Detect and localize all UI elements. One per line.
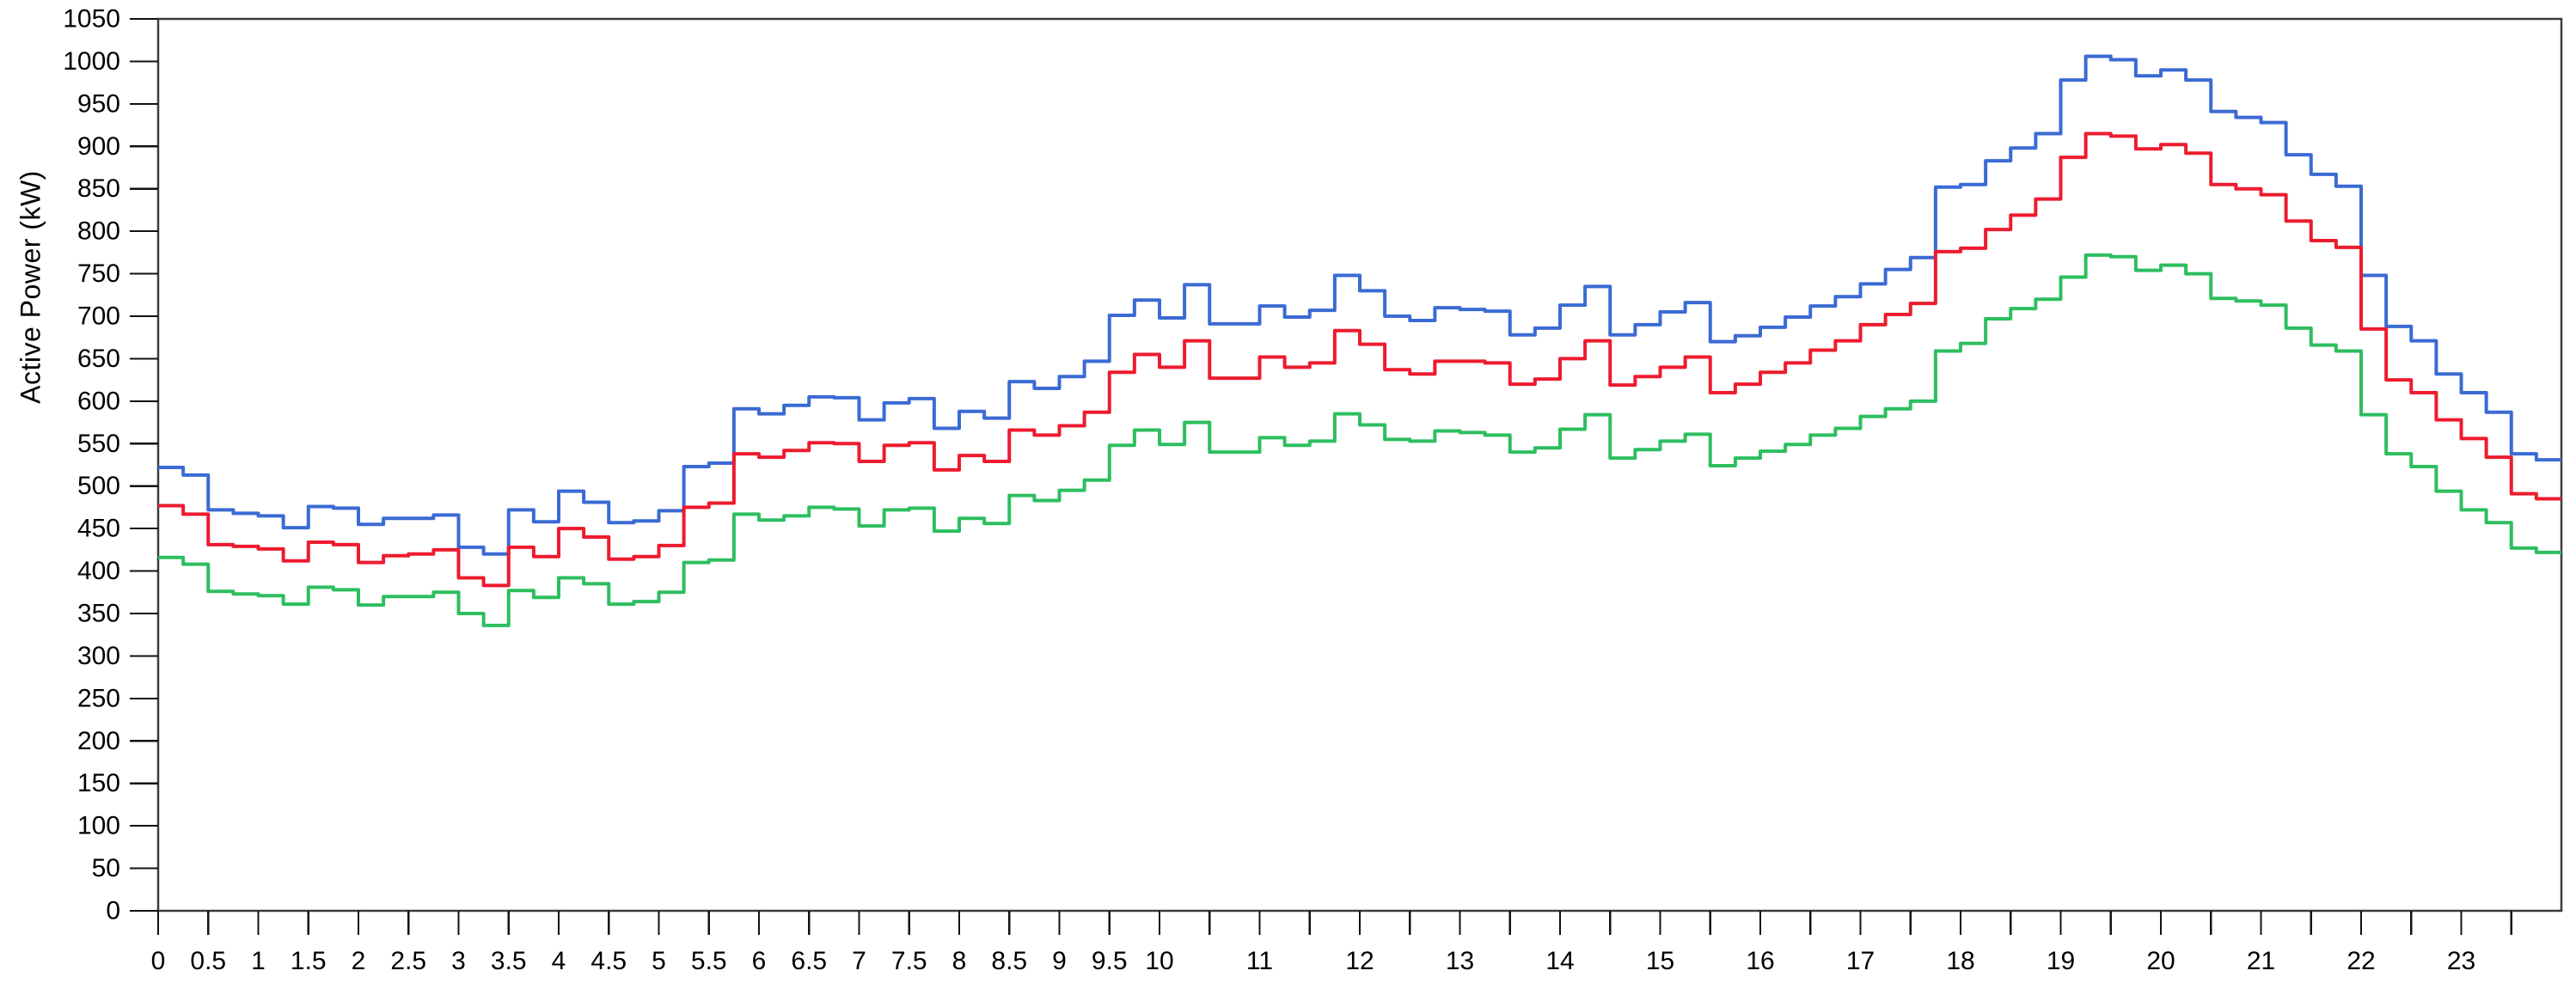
x-axis-tick-label: 2 xyxy=(352,947,366,975)
y-axis-tick-label: 800 xyxy=(77,217,120,246)
x-axis-tick-label: 23 xyxy=(2447,947,2475,975)
x-axis-tick-label: 13 xyxy=(1446,947,1474,975)
x-axis-tick-label: 7 xyxy=(852,947,866,975)
x-axis-tick-label: 1.5 xyxy=(291,947,327,975)
y-axis-tick-label: 150 xyxy=(77,769,120,797)
x-axis-tick-label: 12 xyxy=(1345,947,1374,975)
y-axis-tick-label: 0 xyxy=(106,897,120,925)
y-axis-tick-label: 200 xyxy=(77,727,120,755)
y-axis-tick-label: 100 xyxy=(77,812,120,840)
y-axis-tick-label: 250 xyxy=(77,684,120,712)
series-blue-upper-path xyxy=(158,54,2561,556)
y-axis-tick-label: 500 xyxy=(77,472,120,500)
y-axis-tick-label: 650 xyxy=(77,345,120,373)
x-axis-tick-label: 14 xyxy=(1545,947,1574,975)
x-axis-tick-label: 11 xyxy=(1246,947,1273,975)
x-axis-tick-label: 8.5 xyxy=(991,947,1027,975)
y-axis-tick-label: 700 xyxy=(77,302,120,331)
x-axis-tick-label: 18 xyxy=(1946,947,1974,975)
x-axis-tick-label: 22 xyxy=(2347,947,2375,975)
y-axis-tick-label: 550 xyxy=(77,430,120,458)
series-red-middle-path xyxy=(158,131,2561,588)
x-axis-tick-label: 16 xyxy=(1746,947,1774,975)
y-axis-tick-label: 750 xyxy=(77,259,120,288)
x-axis-tick-label: 9.5 xyxy=(1092,947,1128,975)
x-axis-tick-label: 1 xyxy=(251,947,266,975)
x-axis-tick-label: 6.5 xyxy=(791,947,827,975)
y-axis-tick-label: 850 xyxy=(77,174,120,203)
y-axis-tick-label: 300 xyxy=(77,642,120,670)
series-green-lower-path xyxy=(158,253,2561,627)
y-axis-tick-label: 50 xyxy=(92,854,120,882)
x-axis-tick-label: 2.5 xyxy=(390,947,426,975)
x-axis-tick-label: 0.5 xyxy=(190,947,226,975)
x-axis-tick-label: 3.5 xyxy=(491,947,527,975)
x-axis-tick-label: 17 xyxy=(1846,947,1875,975)
x-axis-tick-label: 21 xyxy=(2247,947,2275,975)
y-axis-tick-label: 600 xyxy=(77,387,120,415)
y-axis-tick-label: 1050 xyxy=(63,5,120,34)
x-axis-tick-label: 0 xyxy=(151,947,166,975)
x-axis-tick-label: 15 xyxy=(1646,947,1674,975)
x-axis-tick-label: 20 xyxy=(2146,947,2175,975)
x-axis-tick-label: 6 xyxy=(752,947,767,975)
y-axis-tick-label: 350 xyxy=(77,600,120,628)
x-axis-tick-label: 10 xyxy=(1145,947,1173,975)
x-axis-tick-label: 7.5 xyxy=(891,947,927,975)
y-axis-tick-label: 400 xyxy=(77,557,120,585)
x-axis-tick-label: 4 xyxy=(552,947,566,975)
x-axis-tick-label: 19 xyxy=(2047,947,2075,975)
x-axis-tick-label: 4.5 xyxy=(590,947,627,975)
x-axis-tick-label: 3 xyxy=(451,947,466,975)
x-axis-tick-label: 5.5 xyxy=(691,947,727,975)
x-axis-tick-label: 8 xyxy=(952,947,967,975)
x-axis-tick-label: 5 xyxy=(652,947,666,975)
y-axis-tick-label: 950 xyxy=(77,89,120,118)
y-axis-tick-label: 450 xyxy=(77,515,120,543)
y-axis-tick-label: 1000 xyxy=(63,47,120,76)
y-axis-tick-label: 900 xyxy=(77,132,120,161)
x-axis-tick-label: 9 xyxy=(1052,947,1067,975)
